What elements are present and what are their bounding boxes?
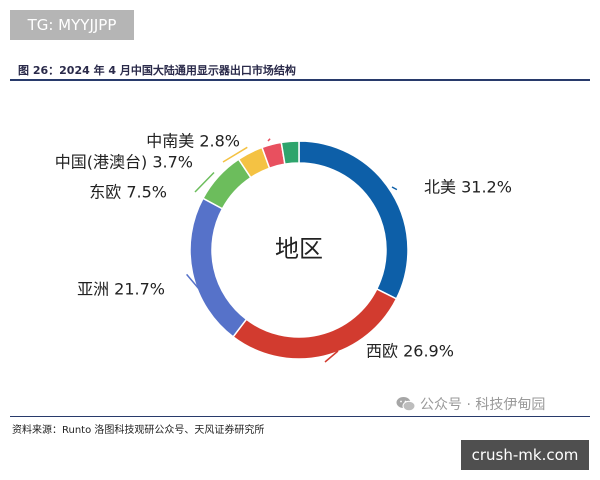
wechat-attribution: 公众号 · 科技伊甸园 (396, 393, 545, 415)
slice-3-label: 亚洲 21.7% (77, 280, 165, 299)
label-leaders (186, 138, 398, 363)
slice-6-label: 中南美 2.8% (146, 132, 240, 151)
slice-1-leader (391, 186, 398, 191)
slice-5-leader (222, 146, 248, 163)
wechat-icon (396, 397, 416, 412)
figure-title: 图 26：2024 年 4 月中国大陆通用显示器出口市场结构 (18, 64, 296, 77)
slice-labels: 北美 31.2% 西欧 26.9% 亚洲 21.7% 东欧 7.5% 中国(港澳台) 3… (55, 132, 512, 361)
slice-4-label: 东欧 7.5% (89, 183, 167, 202)
slice-6-leader (267, 138, 271, 142)
title-rule (10, 79, 590, 81)
slice-2-label: 西欧 26.9% (366, 342, 454, 361)
slice-4-leader (194, 171, 215, 193)
slice-1 (298, 140, 409, 300)
watermark-top-left: TG: MYYJJPP (10, 10, 134, 40)
watermark-bottom-right: crush-mk.com (461, 440, 589, 470)
slice-3 (189, 197, 248, 338)
slice-7 (280, 140, 300, 166)
source-note: 资料来源：Runto 洛图科技观研公众号、天风证券研究所 (12, 425, 265, 436)
source-rule (10, 416, 590, 417)
wechat-label: 公众号 · 科技伊甸园 (420, 397, 546, 413)
donut-slices (189, 140, 409, 360)
donut-center-label: 地区 (275, 235, 323, 263)
slice-3-leader (186, 273, 200, 290)
slice-1-label: 北美 31.2% (424, 178, 512, 197)
slice-5-label: 中国(港澳台) 3.7% (55, 153, 193, 172)
slice-2-leader (324, 350, 339, 363)
